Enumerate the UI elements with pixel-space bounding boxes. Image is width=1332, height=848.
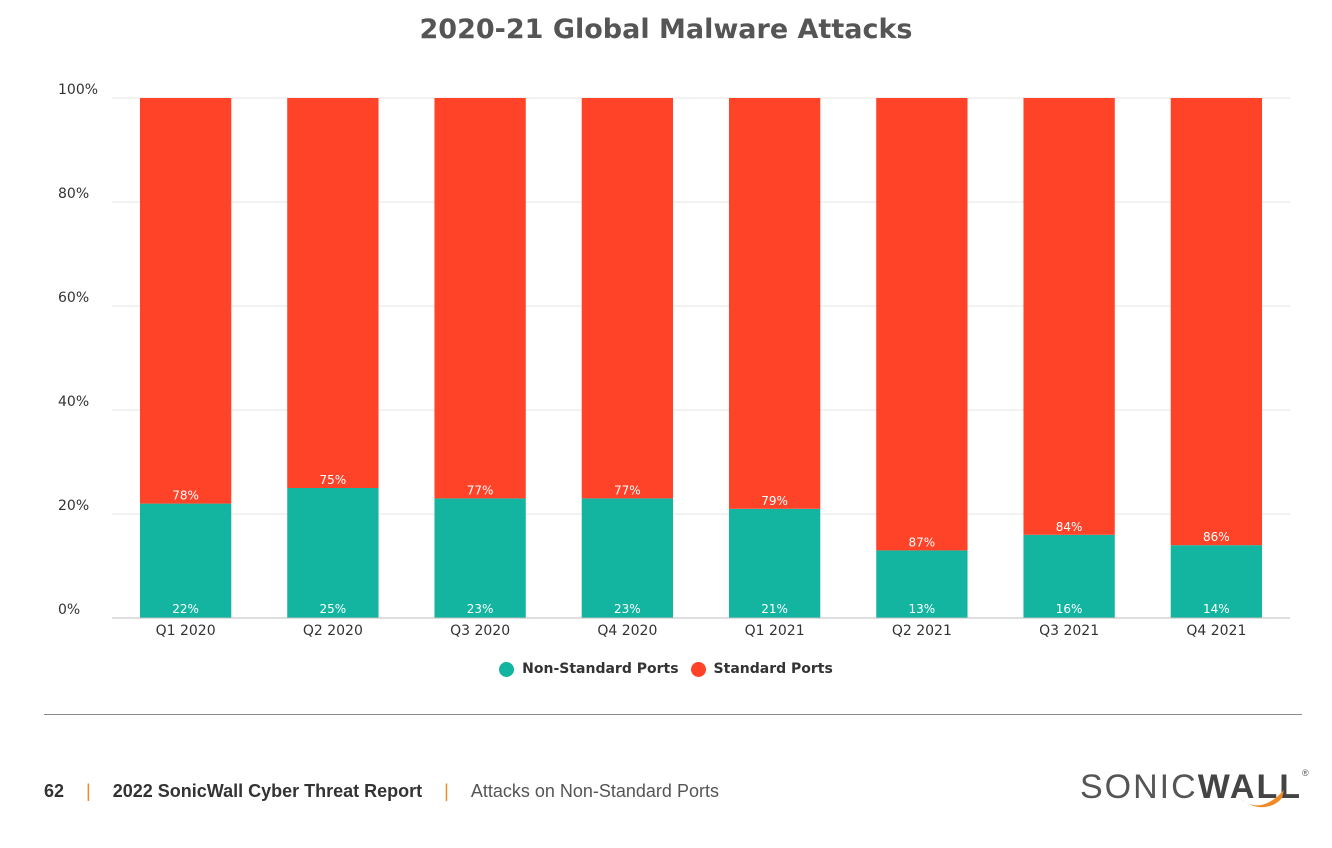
data-label-non-standard: 16% xyxy=(1056,602,1083,616)
data-label-non-standard: 14% xyxy=(1203,602,1230,616)
legend-swatch-non-standard xyxy=(499,661,515,677)
bar-segment-non-standard xyxy=(287,488,379,618)
data-label-non-standard: 25% xyxy=(320,602,347,616)
data-label-standard: 77% xyxy=(467,483,494,497)
footer-separator: | xyxy=(86,781,91,801)
data-label-standard: 77% xyxy=(614,483,641,497)
bar-segment-standard xyxy=(728,98,821,509)
bar-segment-standard xyxy=(139,98,232,504)
data-label-standard: 78% xyxy=(172,489,199,503)
data-label-standard: 87% xyxy=(909,535,936,549)
x-tick-label: Q3 2021 xyxy=(1039,623,1099,639)
data-label-non-standard: 23% xyxy=(467,602,494,616)
section-title: Attacks on Non-Standard Ports xyxy=(470,781,719,801)
chart-legend: Non-Standard Ports Standard Ports xyxy=(0,661,1332,677)
y-tick-label: 40% xyxy=(58,394,89,410)
legend-label-non-standard: Non-Standard Ports xyxy=(522,661,679,677)
bar-segment-non-standard xyxy=(434,498,526,618)
x-tick-label: Q3 2020 xyxy=(450,623,510,639)
data-label-standard: 86% xyxy=(1203,530,1230,544)
bar-segment-non-standard xyxy=(1170,545,1263,618)
y-tick-label: 20% xyxy=(58,498,89,514)
data-label-standard: 84% xyxy=(1056,520,1083,534)
logo-text-bold: WALL xyxy=(1197,768,1302,806)
data-label-non-standard: 22% xyxy=(172,602,199,616)
bar-segment-non-standard xyxy=(581,498,674,618)
bar-segment-non-standard xyxy=(876,550,968,618)
footer-separator: | xyxy=(444,781,449,801)
chart-title: 2020-21 Global Malware Attacks xyxy=(419,14,913,45)
y-tick-label: 60% xyxy=(58,290,89,306)
bar-segment-standard xyxy=(1170,98,1263,546)
legend-item-non-standard: Non-Standard Ports xyxy=(499,661,679,677)
chart-plot: 0% 20% 40% 60% 80% 100% 22% 78% Q1 2020 25% 75% Q2 … xyxy=(58,82,1290,639)
y-tick-label: 80% xyxy=(58,186,89,202)
logo-registered-mark: ® xyxy=(1302,768,1311,778)
data-label-standard: 79% xyxy=(761,494,788,508)
legend-label-standard: Standard Ports xyxy=(713,661,833,677)
bar-segment-standard xyxy=(581,98,674,499)
y-tick-label: 0% xyxy=(58,602,80,618)
bar-segment-standard xyxy=(434,98,526,499)
logo-swoosh-icon xyxy=(1234,790,1284,808)
data-label-non-standard: 13% xyxy=(909,602,936,616)
x-tick-label: Q2 2021 xyxy=(892,623,952,639)
x-tick-label: Q2 2020 xyxy=(303,623,363,639)
logo-text-light: SONIC xyxy=(1080,768,1198,806)
bar-segment-standard xyxy=(1023,98,1115,535)
data-label-non-standard: 23% xyxy=(614,602,641,616)
page-number: 62 xyxy=(44,781,65,801)
data-label-standard: 75% xyxy=(320,473,347,487)
bar-segment-non-standard xyxy=(139,503,232,618)
sonicwall-logo: SONICWALL® xyxy=(1080,768,1310,812)
bar-segment-standard xyxy=(287,98,379,488)
legend-swatch-standard xyxy=(690,661,706,677)
bar-segment-standard xyxy=(876,98,968,551)
bar-segment-non-standard xyxy=(728,508,821,618)
y-tick-label: 100% xyxy=(58,82,98,98)
page-footer: 62 | 2022 SonicWall Cyber Threat Report … xyxy=(44,781,719,802)
x-tick-label: Q4 2021 xyxy=(1186,623,1246,639)
x-tick-label: Q4 2020 xyxy=(597,623,657,639)
footer-divider xyxy=(44,714,1302,715)
data-label-non-standard: 21% xyxy=(761,602,788,616)
bar-segment-non-standard xyxy=(1023,534,1115,618)
x-tick-label: Q1 2020 xyxy=(156,623,216,639)
legend-item-standard: Standard Ports xyxy=(690,661,833,677)
report-title: 2022 SonicWall Cyber Threat Report xyxy=(112,781,423,801)
x-tick-label: Q1 2021 xyxy=(745,623,805,639)
